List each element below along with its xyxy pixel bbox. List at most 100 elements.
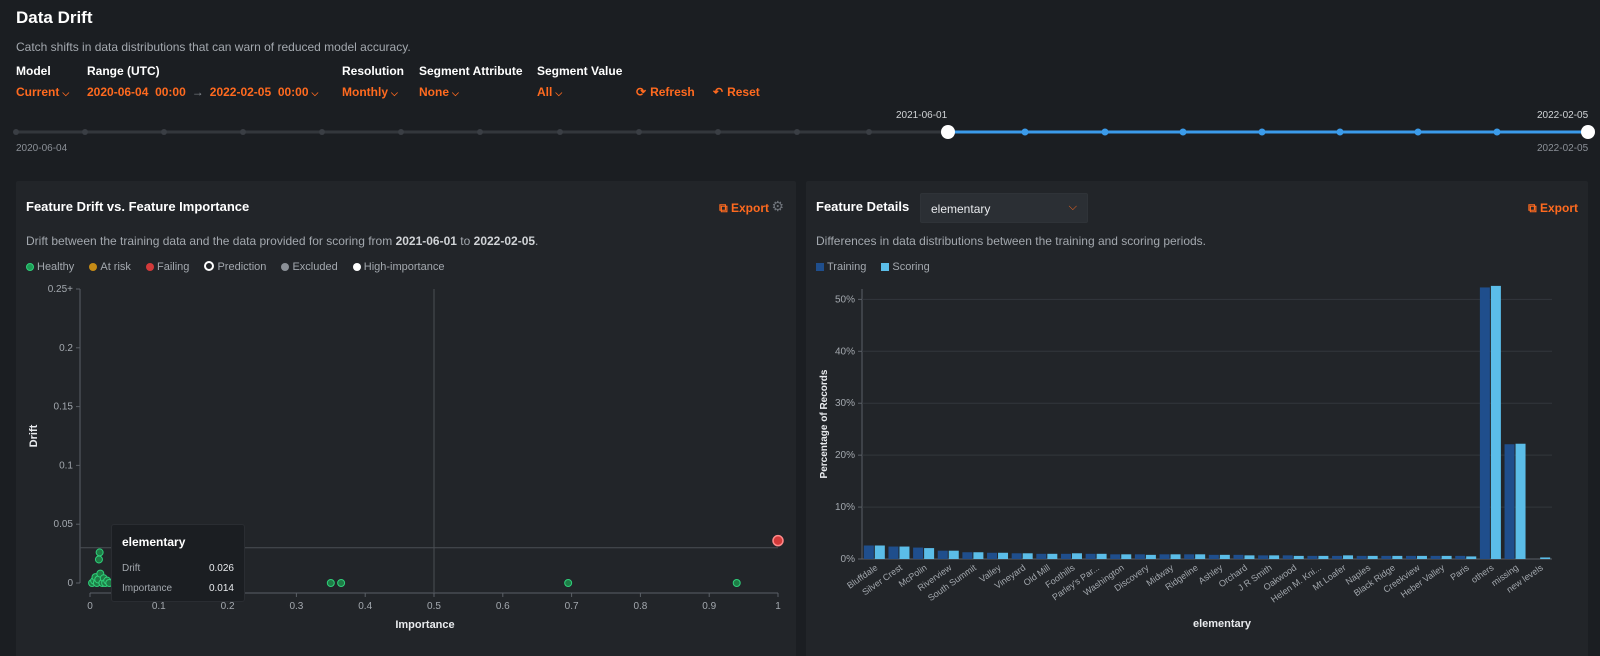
- scoring-bar: [874, 545, 885, 559]
- x-tick-label: 0: [87, 601, 93, 612]
- legend-excluded: Excluded: [281, 261, 343, 273]
- drift-export-button[interactable]: ⧉ Export: [719, 201, 769, 215]
- chevron-down-icon: ⌵: [391, 88, 398, 98]
- range-start-picker[interactable]: 2020-06-04 00:00: [87, 85, 186, 99]
- point-tooltip: elementary Drift 0.026 Importance 0.014: [111, 524, 245, 602]
- range-end-picker[interactable]: 2022-02-05 00:00 ⌵: [209, 85, 319, 99]
- model-control: Model Current ⌵: [16, 64, 69, 101]
- segment-attribute-control: Segment Attribute None ⌵: [419, 64, 523, 101]
- training-bar: [1110, 554, 1121, 559]
- y-tick-label: 0%: [841, 554, 856, 565]
- feature-drift-title: Feature Drift vs. Feature Importance: [26, 199, 250, 214]
- scoring-bar: [1096, 553, 1107, 559]
- x-tick-label: 0.9: [702, 601, 716, 612]
- scoring-bar: [1490, 285, 1501, 559]
- x-tick-label: 0.2: [221, 601, 235, 612]
- timeline-slider[interactable]: 2021-06-01 2022-02-05 2020-06-04 2022-02…: [0, 100, 1600, 160]
- legend-training: Training: [816, 261, 872, 273]
- timeline-end-handle[interactable]: [1581, 125, 1595, 139]
- segment-attribute-select[interactable]: None ⌵: [419, 85, 459, 99]
- scoring-bar: [1170, 554, 1181, 559]
- tooltip-feature: elementary: [122, 535, 186, 549]
- model-select[interactable]: Current ⌵: [16, 85, 70, 99]
- scoring-bar: [1269, 555, 1280, 559]
- resolution-label: Resolution: [342, 64, 404, 78]
- scoring-bar: [998, 552, 1009, 559]
- scoring-bar: [1416, 555, 1427, 559]
- y-tick-label: 40%: [835, 346, 855, 357]
- chevron-down-icon: ⌵: [1068, 201, 1077, 213]
- reset-button[interactable]: ↶ Reset: [713, 85, 760, 99]
- scoring-bar: [1022, 553, 1033, 559]
- x-axis-title: elementary: [1193, 618, 1252, 630]
- tooltip-importance-row: Importance 0.014: [122, 583, 234, 594]
- legend-prediction: Prediction: [204, 261, 272, 273]
- tooltip-drift-row: Drift 0.026: [122, 563, 234, 574]
- x-axis-title: Importance: [395, 619, 454, 631]
- legend-at-risk: At risk: [89, 261, 137, 273]
- export-icon: ⧉: [719, 201, 728, 215]
- scoring-bar: [1145, 554, 1156, 559]
- page-title: Data Drift: [16, 8, 93, 27]
- feature-drift-panel: Feature Drift vs. Feature Importance ⧉ E…: [16, 181, 796, 656]
- training-bar: [1011, 553, 1022, 559]
- legend-failing: Failing: [145, 261, 195, 273]
- resolution-select[interactable]: Monthly ⌵: [342, 85, 398, 99]
- legend-healthy: Healthy: [26, 261, 80, 273]
- timeline-track: [13, 125, 1595, 139]
- failing-point: [772, 534, 784, 547]
- scoring-bar: [1441, 555, 1452, 559]
- healthy-point: [337, 579, 346, 587]
- segment-value-select[interactable]: All ⌵: [537, 85, 563, 99]
- timeline-start-handle[interactable]: [941, 125, 955, 139]
- resolution-control: Resolution Monthly ⌵: [342, 64, 404, 101]
- gear-icon[interactable]: ⚙: [771, 198, 784, 214]
- feature-details-title: Feature Details: [816, 199, 910, 214]
- drift-scatter-chart[interactable]: 0 0.05 0.1 0.15 0.2 0.25+ 0 0.1 0.2 0.3 0.4 0.5 0.6 0…: [16, 281, 796, 656]
- y-tick-label: 0.05: [54, 519, 74, 530]
- healthy-point: [94, 555, 103, 564]
- chevron-down-icon: ⌵: [311, 88, 319, 98]
- training-bar: [937, 550, 948, 559]
- scoring-bar: [1219, 554, 1230, 559]
- scoring-bar: [1244, 555, 1255, 559]
- scoring-bar: [1195, 554, 1206, 559]
- export-icon: ⧉: [1528, 201, 1537, 215]
- legend-scoring: Scoring: [881, 261, 935, 273]
- training-bar: [1282, 555, 1293, 559]
- y-tick-label: 0.25+: [48, 284, 73, 295]
- training-bar: [1134, 554, 1145, 559]
- y-tick-label: 0.2: [59, 343, 73, 354]
- training-bar: [863, 545, 874, 559]
- timeline-start-label: 2020-06-04: [16, 143, 68, 154]
- undo-icon: ↶: [713, 85, 724, 99]
- scoring-bar: [1466, 556, 1477, 559]
- training-bar: [1085, 553, 1096, 559]
- training-bar: [1332, 555, 1343, 559]
- y-tick-label: 20%: [835, 450, 855, 461]
- chevron-down-icon: ⌵: [555, 88, 563, 98]
- x-tick-label: 0.5: [427, 601, 441, 612]
- scoring-bar: [1540, 557, 1551, 559]
- segment-value-label: Segment Value: [537, 64, 623, 78]
- training-bar: [1479, 287, 1490, 559]
- training-bar: [888, 546, 899, 559]
- training-bar: [987, 552, 998, 559]
- scoring-bar: [1367, 555, 1378, 559]
- training-bar: [1356, 555, 1367, 559]
- refresh-button[interactable]: ⟳ Refresh: [636, 85, 695, 99]
- training-bar: [1381, 555, 1392, 559]
- details-legend: Training Scoring: [816, 261, 942, 273]
- training-bar: [1307, 555, 1318, 559]
- training-bar: [1036, 553, 1047, 559]
- details-export-button[interactable]: ⧉ Export: [1528, 201, 1578, 215]
- feature-select[interactable]: elementary ⌵: [920, 193, 1088, 223]
- feature-drift-description: Drift between the training data and the …: [26, 234, 539, 248]
- scoring-bar: [1343, 555, 1354, 559]
- scoring-bar: [1071, 553, 1082, 559]
- timeline-selected-start-label: 2021-06-01: [896, 110, 948, 121]
- training-bar: [1060, 553, 1071, 559]
- range-control: Range (UTC) 2020-06-04 00:00 → 2022-02-05 …: [87, 64, 318, 101]
- scoring-bar: [1293, 555, 1304, 559]
